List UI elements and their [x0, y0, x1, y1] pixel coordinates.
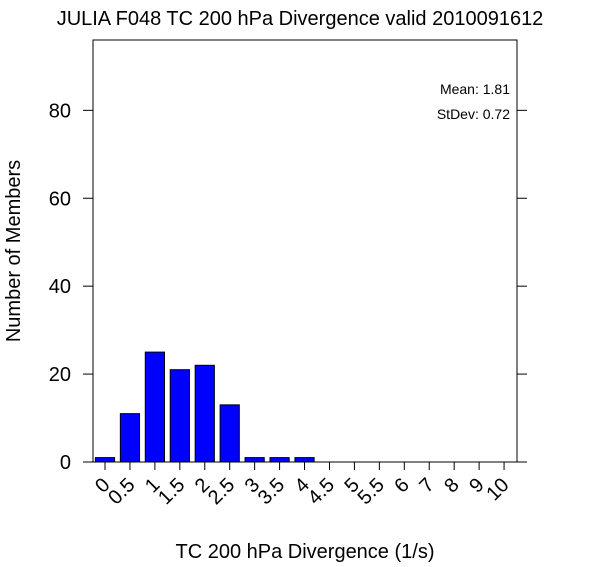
x-axis-label: TC 200 hPa Divergence (1/s) [175, 541, 434, 563]
x-tick-label: 0.5 [104, 474, 139, 509]
bar-1.5 [169, 369, 190, 463]
y-axis-label: Number of Members [3, 160, 25, 342]
y-axis-ticks: 0 20 40 60 80 [49, 100, 527, 474]
x-tick-label: 1.5 [154, 474, 189, 509]
bar-2 [194, 364, 215, 463]
bar-4 [294, 457, 315, 463]
y-tick-label: 60 [49, 188, 71, 210]
x-tick-label: 5.5 [354, 474, 389, 509]
chart-title: JULIA F048 TC 200 hPa Divergence valid 2… [57, 8, 544, 30]
x-tick-label: 4.5 [304, 474, 339, 509]
bar-2.5 [219, 404, 240, 463]
bar-3.5 [269, 457, 290, 463]
bar-0.5 [119, 413, 141, 463]
y-tick-label: 40 [49, 276, 71, 298]
y-tick-label: 0 [60, 452, 71, 474]
x-tick-label: 2.5 [204, 474, 239, 509]
x-tick-label: 10 [482, 474, 513, 505]
x-tick-label: 3.5 [254, 474, 289, 509]
mean-annotation: Mean: 1.81 [440, 81, 510, 97]
x-axis-ticks: 00.5 11.5 22.5 33.5 44.5 55.5 6 7 8 910 [91, 462, 514, 509]
x-tick-label: 7 [415, 474, 438, 497]
bar-0 [94, 457, 116, 463]
y-tick-label: 80 [49, 100, 71, 122]
x-tick-label: 6 [390, 474, 413, 497]
bar-3 [244, 457, 265, 463]
x-tick-label: 8 [440, 474, 463, 497]
y-tick-label: 20 [49, 364, 71, 386]
stdev-annotation: StDev: 0.72 [437, 106, 510, 122]
bar-1 [144, 351, 165, 463]
bars-group [94, 351, 315, 463]
